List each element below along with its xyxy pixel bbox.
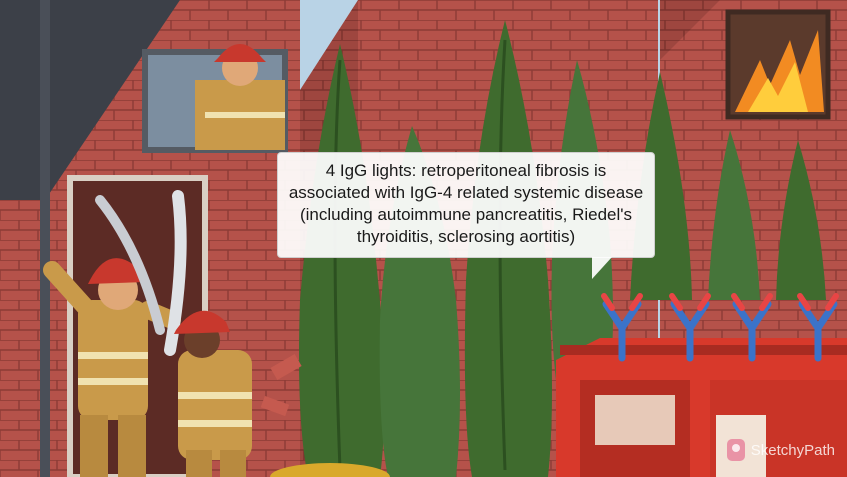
antibody-lights — [601, 293, 839, 362]
hose-reel — [270, 463, 390, 477]
firefighter-machete-icon — [43, 190, 187, 477]
falling-brick — [260, 395, 290, 417]
antibody-icon — [669, 293, 711, 362]
roof-eave-edge — [40, 0, 50, 477]
caption-text: 4 IgG lights: retroperitoneal fibrosis i… — [288, 161, 644, 246]
fire-truck-icon — [556, 338, 847, 477]
fire-icon — [735, 30, 824, 112]
brand-logo: SketchyPath — [725, 437, 835, 463]
antibody-icon — [797, 293, 839, 362]
antibody-icon — [731, 293, 773, 362]
falling-brick — [270, 353, 302, 381]
antibody-icon — [601, 293, 643, 362]
caption-callout: 4 IgG lights: retroperitoneal fibrosis i… — [277, 152, 655, 258]
firefighter-icon — [174, 310, 252, 477]
cypress-tree-icon — [708, 130, 760, 300]
sketchy-logo-icon — [726, 439, 745, 461]
firefighter-window-icon — [195, 44, 285, 150]
brand-name: SketchyPath — [750, 441, 835, 459]
callout-tail — [592, 257, 612, 279]
cypress-tree-icon — [776, 140, 826, 300]
